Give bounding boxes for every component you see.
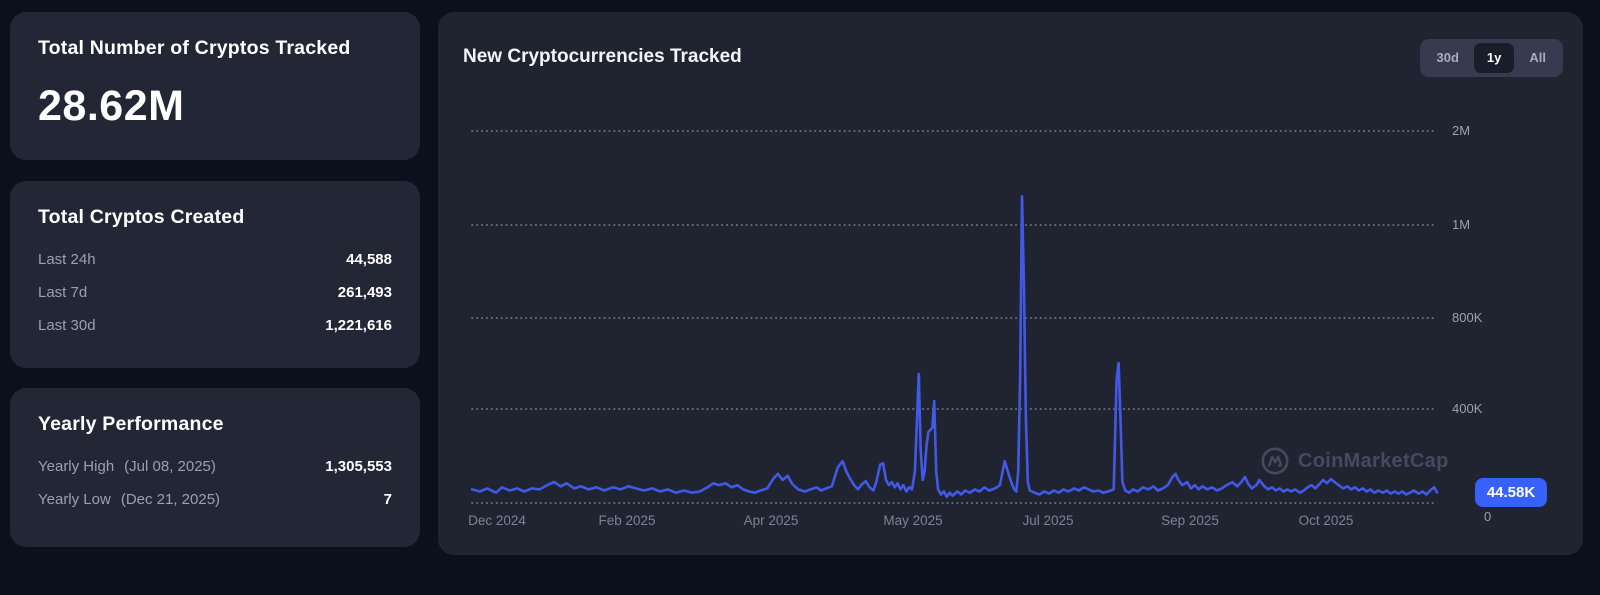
range-button-1y[interactable]: 1y [1473,43,1515,73]
stat-row-last-24h: Last 24h 44,588 [38,249,392,270]
range-button-30d[interactable]: 30d [1424,43,1472,73]
chart-plot-area[interactable]: 2M 1M 800K 400K 0 Dec 2024 Feb 2025 Apr … [438,12,1583,555]
stat-label: Last 7d [38,284,88,301]
yearly-performance-card: Yearly Performance Yearly High (Jul 08, … [10,388,420,547]
yearly-performance-title: Yearly Performance [38,413,224,435]
current-value-badge: 44.58K [1475,478,1547,507]
stat-label: Yearly Low [38,491,111,508]
range-selector: 30d 1y All [1419,39,1563,77]
stat-value: 261,493 [337,284,392,301]
stat-label: Last 24h [38,251,96,268]
coinmarketcap-logo-icon [1261,447,1289,475]
x-axis-tick: Oct 2025 [1298,513,1354,528]
total-tracked-title: Total Number of Cryptos Tracked [38,37,351,59]
yearly-performance-rows: Yearly High (Jul 08, 2025) 1,305,553 Yea… [38,456,392,510]
y-axis-tick-800k: 800K [1452,310,1483,325]
stat-row-yearly-low: Yearly Low (Dec 21, 2025) 7 [38,489,392,510]
x-axis-tick: Apr 2025 [743,513,799,528]
total-tracked-value: 28.62M [38,82,185,130]
stat-date: (Dec 21, 2025) [120,491,221,508]
total-created-rows: Last 24h 44,588 Last 7d 261,493 Last 30d… [38,249,392,336]
coinmarketcap-watermark: CoinMarketCap [1260,446,1449,476]
stat-row-last-30d: Last 30d 1,221,616 [38,315,392,336]
stat-value: 7 [383,491,392,508]
stat-date: (Jul 08, 2025) [124,458,216,475]
total-created-card: Total Cryptos Created Last 24h 44,588 La… [10,181,420,368]
chart-title: New Cryptocurrencies Tracked [463,46,742,67]
stat-label: Yearly High [38,458,115,475]
range-button-all[interactable]: All [1516,43,1559,73]
stat-value: 44,588 [346,251,392,268]
x-axis-tick: Feb 2025 [598,513,656,528]
y-axis-tick-0: 0 [1484,509,1492,524]
stat-value: 1,305,553 [325,458,392,475]
chart-card: New Cryptocurrencies Tracked 30d 1y All … [438,12,1583,555]
stat-row-yearly-high: Yearly High (Jul 08, 2025) 1,305,553 [38,456,392,477]
crypto-line-chart[interactable] [438,12,1583,555]
y-axis-tick-2m: 2M [1452,123,1471,138]
y-axis-tick-1m: 1M [1452,217,1471,232]
watermark-text: CoinMarketCap [1298,449,1449,472]
stat-value: 1,221,616 [325,317,392,334]
stat-row-last-7d: Last 7d 261,493 [38,282,392,303]
x-axis-tick: Dec 2024 [468,513,526,528]
total-created-title: Total Cryptos Created [38,206,245,228]
x-axis-tick: May 2025 [883,513,943,528]
x-axis-tick: Sep 2025 [1161,513,1219,528]
stat-label: Last 30d [38,317,96,334]
y-axis-tick-400k: 400K [1452,401,1483,416]
total-tracked-card: Total Number of Cryptos Tracked 28.62M [10,12,420,160]
x-axis-tick: Jul 2025 [1022,513,1074,528]
series-line [470,195,1439,499]
